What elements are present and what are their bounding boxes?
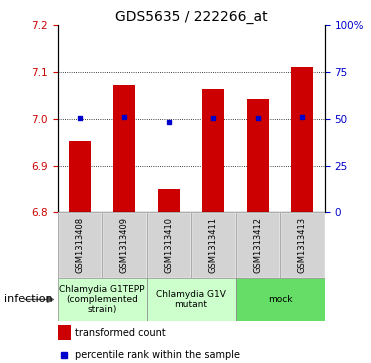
Text: infection: infection [4,294,52,305]
Bar [202,89,224,212]
Bar [158,188,180,212]
Bar [58,212,102,278]
Bar [102,212,147,278]
Text: GSM1313408: GSM1313408 [75,217,84,273]
Text: transformed count: transformed count [75,327,165,338]
Bar [280,212,325,278]
Bar [102,212,147,278]
Bar [147,278,236,321]
Text: GSM1313409: GSM1313409 [120,217,129,273]
Text: GSM1313410: GSM1313410 [164,217,173,273]
Bar [191,212,236,278]
Bar [58,325,70,340]
Text: percentile rank within the sample: percentile rank within the sample [75,350,240,360]
Bar [236,212,280,278]
Text: GSM1313411: GSM1313411 [209,217,218,273]
Bar [236,212,280,278]
Text: GSM1313413: GSM1313413 [298,217,307,273]
Bar [247,99,269,212]
Bar [58,278,147,321]
Bar [147,212,191,278]
Bar [280,212,325,278]
Bar [69,141,91,212]
Text: GSM1313412: GSM1313412 [253,217,262,273]
Bar [147,212,191,278]
Title: GDS5635 / 222266_at: GDS5635 / 222266_at [115,11,267,24]
Bar [191,212,236,278]
Text: Chlamydia G1TEPP
(complemented
strain): Chlamydia G1TEPP (complemented strain) [59,285,145,314]
Text: Chlamydia G1V
mutant: Chlamydia G1V mutant [156,290,226,309]
Text: mock: mock [268,295,292,304]
Bar [236,278,325,321]
Bar [58,212,102,278]
Bar [291,66,313,212]
Bar [113,85,135,212]
